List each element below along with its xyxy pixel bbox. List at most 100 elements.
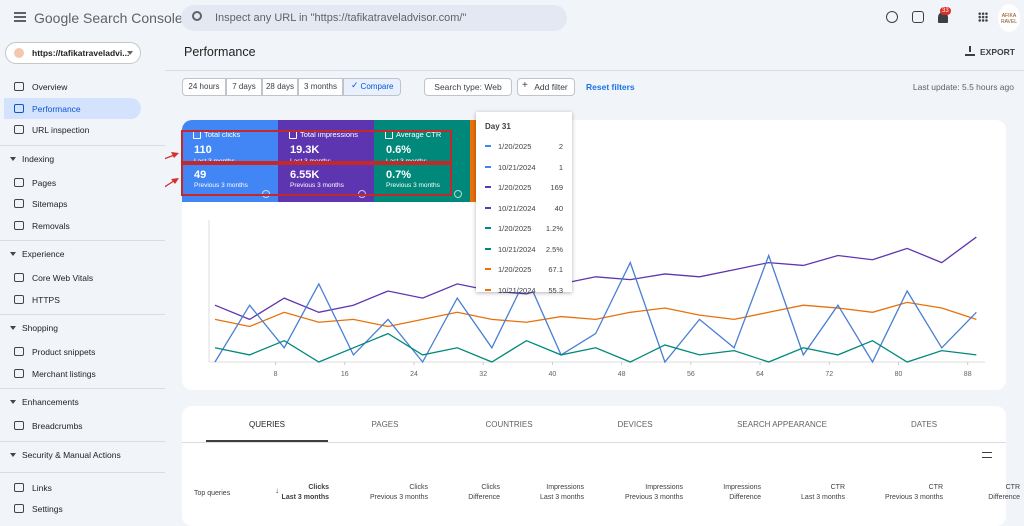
section-caret bbox=[10, 156, 16, 164]
tab[interactable]: DATES bbox=[910, 420, 938, 429]
last-update: Last update: 5.5 hours ago bbox=[912, 82, 1014, 92]
annotation-arrow bbox=[165, 153, 178, 160]
tooltip-value: 169 bbox=[550, 183, 563, 192]
metric-previous: 0.7% bbox=[386, 169, 412, 181]
filter-rows-icon[interactable] bbox=[982, 452, 992, 458]
divider bbox=[0, 314, 165, 315]
tooltip-date: 1/20/2025 bbox=[498, 265, 532, 274]
plus-icon: + bbox=[522, 80, 528, 91]
nav-icon bbox=[14, 220, 24, 230]
users-icon[interactable] bbox=[912, 11, 924, 23]
nav-item[interactable]: Pages bbox=[32, 177, 57, 188]
column-bottom: Difference bbox=[988, 494, 1020, 501]
metric-previous: 49 bbox=[194, 169, 207, 181]
nav-item[interactable]: Merchant listings bbox=[32, 368, 96, 379]
section-title[interactable]: Experience bbox=[22, 249, 65, 259]
nav-item[interactable]: Breadcrumbs bbox=[32, 421, 83, 431]
date-filter[interactable]: 28 days bbox=[262, 78, 298, 96]
tooltip-swatch bbox=[485, 288, 491, 291]
section-title[interactable]: Indexing bbox=[22, 153, 55, 164]
nav-item[interactable]: Core Web Vitals bbox=[32, 273, 94, 283]
help-icon bbox=[454, 190, 462, 198]
column-top: CTR bbox=[830, 484, 845, 491]
help-icon[interactable] bbox=[886, 11, 898, 23]
section-caret bbox=[10, 400, 16, 407]
nav-icon bbox=[14, 199, 24, 208]
column-bottom: Last 3 months bbox=[801, 494, 845, 501]
date-filter[interactable]: 3 months bbox=[298, 78, 343, 96]
tab[interactable]: DEVICES bbox=[617, 420, 653, 429]
column-top: Clicks bbox=[409, 484, 428, 491]
metric-current: 19.3K bbox=[290, 144, 320, 156]
tab[interactable]: PAGES bbox=[371, 420, 399, 429]
add-filter[interactable]: Add filter bbox=[517, 78, 575, 96]
nav-item[interactable]: Sitemaps bbox=[32, 199, 68, 209]
arrow-head bbox=[171, 152, 179, 158]
x-tick-label: 64 bbox=[756, 371, 764, 378]
divider bbox=[0, 240, 165, 241]
x-tick-label: 48 bbox=[618, 371, 626, 378]
metric-current: 0.6% bbox=[386, 144, 412, 156]
tooltip-date: 1/20/2025 bbox=[498, 183, 532, 192]
property-selector[interactable]: https://tafikatraveladvi... bbox=[5, 42, 141, 64]
tooltip-value: 2.5% bbox=[545, 244, 563, 254]
reset-filters[interactable]: Reset filters bbox=[586, 82, 635, 92]
nav-icon bbox=[14, 482, 24, 492]
nav-item[interactable]: Performance bbox=[32, 103, 81, 114]
tab[interactable]: COUNTRIES bbox=[485, 420, 533, 429]
export-icon[interactable] bbox=[965, 46, 975, 56]
nav-icon bbox=[14, 82, 24, 91]
section-title[interactable]: Security & Manual Actions bbox=[22, 449, 121, 460]
metric-label: Total impressions bbox=[300, 130, 358, 139]
column-bottom: Previous 3 months bbox=[625, 494, 683, 501]
x-tick-label: 72 bbox=[825, 371, 833, 378]
tooltip-swatch bbox=[485, 165, 491, 168]
series-line bbox=[214, 253, 977, 364]
tooltip-value: 67.1 bbox=[548, 265, 563, 274]
tooltip-swatch bbox=[485, 227, 491, 229]
nav-item[interactable]: Product snippets bbox=[32, 347, 96, 357]
tooltip-date: 1/20/2025 bbox=[498, 142, 532, 151]
table-card: QUERIES PAGES COUNTRIES DEVICES SEARCH APPEA… bbox=[182, 406, 1020, 526]
top-bar: Google Search Console Inspect any URL in… bbox=[0, 0, 1024, 38]
nav-item[interactable]: Removals bbox=[32, 220, 70, 231]
date-filter[interactable]: 7 days bbox=[226, 78, 262, 96]
date-filter[interactable]: 24 hours bbox=[182, 78, 226, 96]
search-type-filter[interactable]: Search type: Web bbox=[424, 78, 512, 96]
nav-icon bbox=[14, 294, 24, 304]
date-filter[interactable]: Compare bbox=[343, 78, 401, 96]
metric-label: Average CTR bbox=[396, 130, 442, 139]
x-tick-label: 24 bbox=[410, 371, 418, 378]
tooltip-date: 10/21/2024 bbox=[498, 244, 536, 254]
chart: 8 16 24 32 40 48 56 64 72 80 88 bbox=[208, 220, 985, 378]
section-title[interactable]: Shopping bbox=[22, 323, 58, 333]
metric-current-period: Last 3 months bbox=[290, 158, 331, 163]
url-inspect-search[interactable]: Inspect any URL in "https://tafikatravel… bbox=[181, 5, 567, 31]
tooltip-value: 1 bbox=[558, 162, 563, 172]
menu-icon[interactable] bbox=[14, 12, 26, 22]
nav-item[interactable]: Settings bbox=[32, 504, 63, 514]
tab[interactable]: QUERIES bbox=[248, 420, 286, 429]
divider bbox=[0, 388, 165, 389]
section-title[interactable]: Enhancements bbox=[22, 397, 79, 407]
property-url: https://tafikatraveladvi... bbox=[32, 48, 130, 58]
nav-item[interactable]: Links bbox=[32, 482, 52, 493]
product-name: Google Search Console bbox=[34, 10, 183, 26]
export-button[interactable]: EXPORT bbox=[980, 47, 1015, 57]
main: Performance EXPORT Search type: Web Add … bbox=[165, 38, 1024, 526]
x-tick-label: 40 bbox=[549, 371, 557, 378]
tooltip: Day 31 1/20/2025 2 10/21/2024 1 1/20/2025 169… bbox=[476, 112, 572, 295]
nav-item[interactable]: Overview bbox=[32, 82, 68, 92]
nav-item[interactable]: URL inspection bbox=[32, 125, 90, 135]
apps-icon[interactable] bbox=[978, 12, 988, 22]
nav-item[interactable]: HTTPS bbox=[32, 294, 60, 305]
x-tick-label: 16 bbox=[341, 371, 349, 378]
search-icon bbox=[192, 11, 202, 21]
tab-underline bbox=[206, 440, 328, 442]
bell-icon[interactable] bbox=[938, 12, 948, 23]
column-top: CTR bbox=[928, 484, 943, 491]
metric-current-period: Last 3 months bbox=[194, 158, 235, 163]
tab[interactable]: SEARCH APPEARANCE bbox=[737, 420, 827, 429]
divider bbox=[0, 440, 165, 442]
account-avatar[interactable]: AFIKA RAVEL bbox=[998, 4, 1020, 32]
